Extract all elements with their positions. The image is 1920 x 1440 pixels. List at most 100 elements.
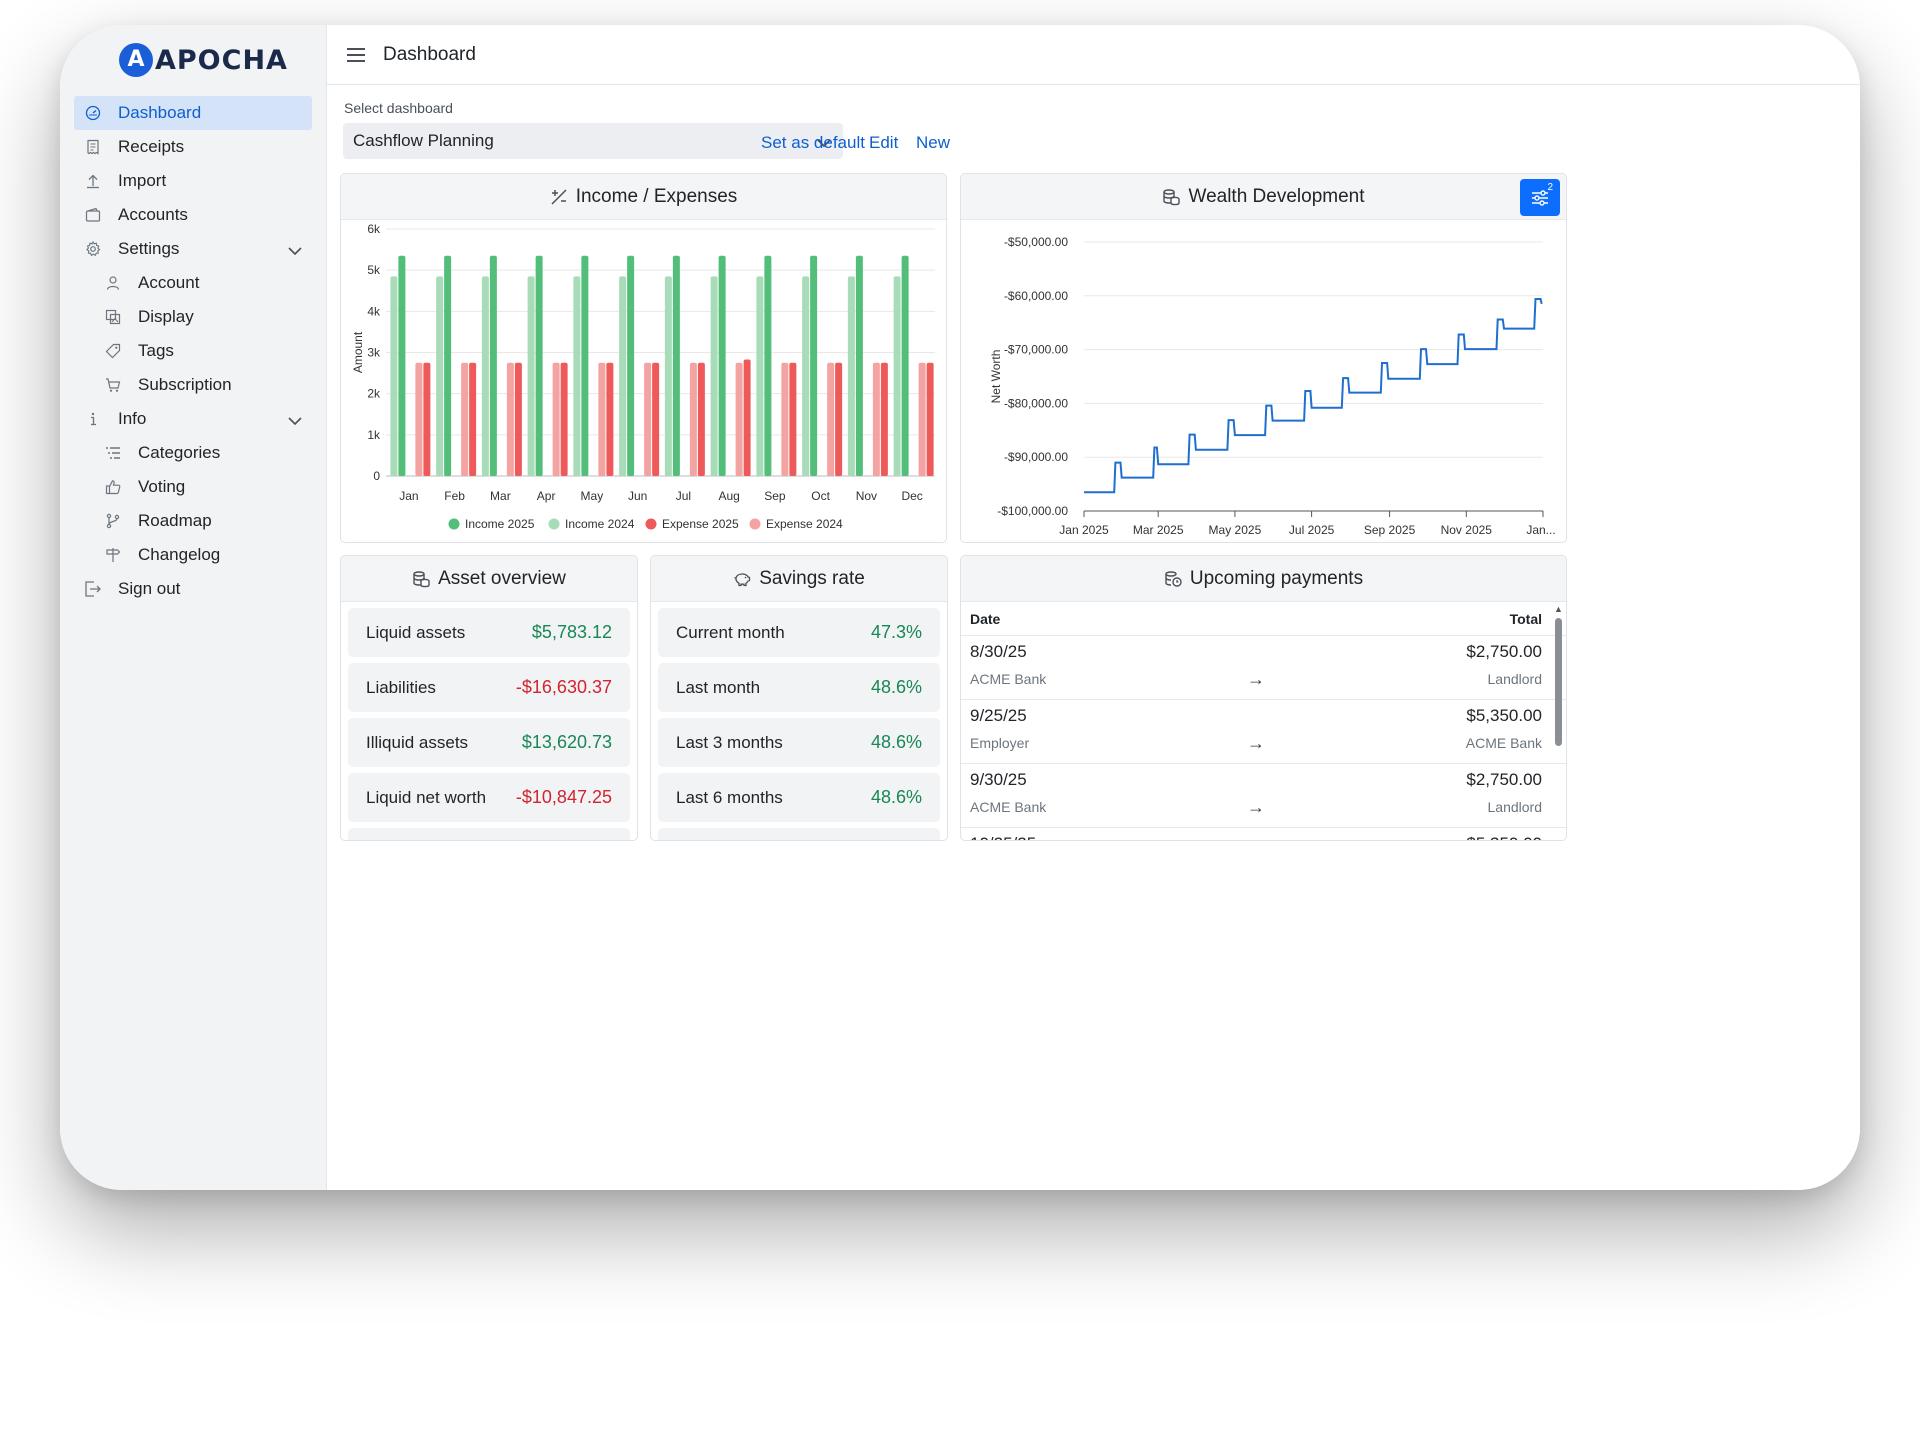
bar-expense-2024 <box>735 362 743 476</box>
sidebar-item-info[interactable]: Info <box>74 402 312 436</box>
bar-expense-2025 <box>697 362 705 476</box>
savings-rate-title: Savings rate <box>759 567 865 589</box>
sidebar-item-label: Voting <box>138 477 186 496</box>
bar-income-2024 <box>893 276 901 476</box>
asset-label: Liabilities <box>366 677 436 697</box>
sidebar-item-label: Account <box>138 273 200 292</box>
y-tick-label: -$60,000.00 <box>1004 289 1068 303</box>
bar-expense-2024 <box>598 362 606 476</box>
sidebar-item-settings[interactable]: Settings <box>74 232 312 266</box>
col-total[interactable]: Total <box>1509 610 1542 627</box>
sidebar-item-label: Changelog <box>138 545 221 564</box>
bar-income-2024 <box>664 276 672 476</box>
savings-label: Last month <box>676 677 761 697</box>
chevron-down-icon[interactable] <box>288 411 302 431</box>
payment-row[interactable]: 9/25/25 $5,350.00 Employer → ACME Bank <box>961 700 1566 764</box>
sidebar-item-roadmap[interactable]: Roadmap <box>74 504 312 538</box>
savings-label: Current month <box>676 622 785 642</box>
wealth-development-card: Wealth Development 2 -$100,000.00 -$90,00… <box>960 173 1567 543</box>
dashboard-select[interactable]: Cashflow Planning <box>343 123 843 159</box>
bar-income-2025 <box>855 255 863 476</box>
payment-row[interactable]: 8/30/25 $2,750.00 ACME Bank → Landlord <box>961 636 1566 700</box>
savings-rate-header: Savings rate <box>651 556 947 602</box>
sidebar-item-subscription[interactable]: Subscription <box>74 368 312 402</box>
savings-row: Last 12 months46.4% <box>658 828 940 840</box>
sidebar-item-dashboard[interactable]: Dashboard <box>74 96 312 130</box>
x-tick-label: Feb <box>444 489 465 503</box>
wealth-development-title: Wealth Development <box>1188 185 1365 207</box>
x-tick-label: Sep <box>764 489 786 503</box>
arrow-right-icon: → <box>1247 669 1265 689</box>
sidebar-item-voting[interactable]: Voting <box>74 470 312 504</box>
bar-income-2025 <box>901 255 909 476</box>
asset-label: Liquid assets <box>366 622 466 642</box>
savings-label: Last 3 months <box>676 732 783 752</box>
scroll-up-arrow[interactable]: ▲ <box>1554 604 1563 614</box>
y-axis-label: Amount <box>351 331 365 373</box>
y-tick-label: -$100,000.00 <box>997 504 1068 518</box>
sidebar-item-label: Info <box>118 409 147 428</box>
payment-total: $2,750.00 <box>1466 642 1542 661</box>
scrollbar-thumb[interactable] <box>1555 618 1562 746</box>
bar-income-2025 <box>535 255 543 476</box>
legend-swatch <box>645 518 657 530</box>
bar-expense-2025 <box>835 362 843 476</box>
savings-value: 48.6% <box>870 732 922 752</box>
bar-income-2024 <box>847 276 855 476</box>
sidebar-item-receipts[interactable]: Receipts <box>74 130 312 164</box>
logo[interactable]: A APOCHA <box>60 25 326 83</box>
asset-value: -$16,630.37 <box>515 677 612 697</box>
net-worth-line <box>1084 298 1543 494</box>
sidebar-item-display[interactable]: Display <box>74 300 312 334</box>
savings-label: Last 6 months <box>676 787 783 807</box>
sidebar-item-categories[interactable]: Categories <box>74 436 312 470</box>
sidebar-nav: Dashboard Receipts Import Accounts Settings A… <box>60 96 326 606</box>
thumbs-up-icon <box>102 476 124 498</box>
edit-link[interactable]: Edit <box>869 133 899 152</box>
payments-scrollbar[interactable]: ▲ ▼ <box>1554 604 1563 840</box>
asset-value: $13,620.73 <box>521 732 612 752</box>
new-link[interactable]: New <box>916 133 951 152</box>
sidebar-item-account[interactable]: Account <box>74 266 312 300</box>
sidebar-item-tags[interactable]: Tags <box>74 334 312 368</box>
select-dashboard-label: Select dashboard <box>344 100 453 116</box>
savings-rate-list: Current month 47.3% Last month 48.6% Last 3 … <box>651 608 947 840</box>
filter-count-badge: 2 <box>1547 182 1553 193</box>
bar-income-2025 <box>718 255 726 476</box>
logo-mark: A <box>119 43 153 77</box>
asset-label: Illiquid assets <box>366 732 469 752</box>
payment-total: $5,350.00 <box>1466 834 1542 840</box>
bar-expense-2025 <box>880 362 888 476</box>
chevron-down-icon[interactable] <box>288 241 302 261</box>
bar-expense-2025 <box>423 362 431 476</box>
asset-row: Liquid assets $5,783.12 <box>348 608 630 657</box>
set-as-default-link[interactable]: Set as default <box>761 133 865 152</box>
sidebar-item-changelog[interactable]: Changelog <box>74 538 312 572</box>
y-tick-label: 6k <box>367 222 381 236</box>
x-tick-label: Mar 2025 <box>1133 523 1184 537</box>
col-date[interactable]: Date <box>970 610 1001 627</box>
bar-expense-2025 <box>469 362 477 476</box>
calendar-coin-icon <box>1164 570 1182 588</box>
hamburger-icon[interactable] <box>347 47 365 62</box>
asset-overview-card: Asset overview Liquid assets $5,783.12 Lia… <box>340 555 638 841</box>
x-tick-label: Oct <box>811 489 830 503</box>
sidebar-item-import[interactable]: Import <box>74 164 312 198</box>
piggy-bank-icon <box>733 570 751 588</box>
list-icon <box>102 442 124 464</box>
x-tick-label: Apr <box>537 489 556 503</box>
filter-button[interactable]: 2 <box>1520 179 1560 216</box>
bar-income-2025 <box>764 255 772 476</box>
sidebar-item-accounts[interactable]: Accounts <box>74 198 312 232</box>
bar-income-2025 <box>489 255 497 476</box>
sidebar-item-sign-out[interactable]: Sign out <box>74 572 312 606</box>
bar-expense-2025 <box>560 362 568 476</box>
y-tick-label: 5k <box>367 263 381 277</box>
plus-minus-icon <box>550 188 568 206</box>
bar-income-2025 <box>672 255 680 476</box>
x-tick-label: Mar <box>490 489 511 503</box>
payment-to: ACME Bank <box>1465 735 1542 751</box>
payment-row[interactable]: 9/30/25 $2,750.00 ACME Bank → Landlord <box>961 764 1566 828</box>
payment-from: ACME Bank <box>970 671 1047 687</box>
